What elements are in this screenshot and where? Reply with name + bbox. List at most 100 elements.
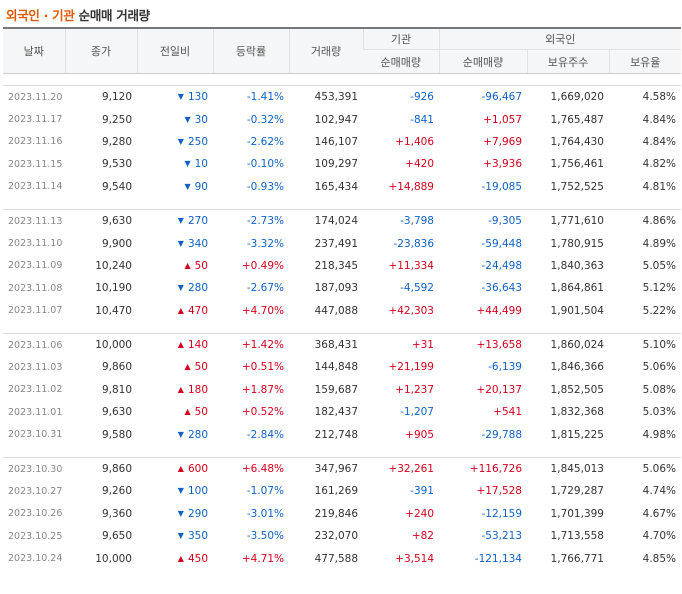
triangle-up-icon: ▲ bbox=[177, 464, 184, 474]
holding-cell: 1,780,915 bbox=[550, 237, 604, 250]
foreign-net-cell: +17,528 bbox=[476, 485, 522, 498]
volume-cell: 146,107 bbox=[314, 135, 358, 148]
triangle-down-icon: ▼ bbox=[177, 486, 184, 496]
date-cell: 2023.11.10 bbox=[8, 238, 63, 250]
close-cell: 9,860 bbox=[101, 361, 132, 374]
change-cell: ▼ 10 bbox=[137, 153, 213, 175]
close-cell: 9,580 bbox=[101, 428, 132, 441]
close-cell: 9,360 bbox=[101, 507, 132, 520]
table-row: 2023.11.07 10,470 ▲ 470 +4.70% 447,088 +42,303… bbox=[3, 300, 681, 322]
foreign-net-cell: +541 bbox=[493, 406, 522, 419]
holding-cell: 1,852,505 bbox=[550, 383, 604, 396]
date-cell: 2023.11.13 bbox=[8, 215, 63, 227]
holding-pct-cell: 4.85% bbox=[642, 552, 677, 565]
rate-cell: -2.67% bbox=[246, 282, 284, 295]
change-cell: ▼ 280 bbox=[137, 423, 213, 445]
investor-trading-table: 날짜 종가 전일비 등락률 거래량 기관 외국인 순매매량 순매매량 보유주수 … bbox=[3, 27, 682, 570]
holding-pct-cell: 4.82% bbox=[642, 158, 677, 171]
rate-cell: -3.01% bbox=[246, 507, 284, 520]
change-value: 290 bbox=[187, 507, 208, 520]
table-body: 2023.11.20 9,120 ▼ 130 -1.41% 453,391 -926 -96,… bbox=[3, 73, 682, 570]
foreign-net-cell: -59,448 bbox=[481, 237, 522, 250]
table-row: 2023.10.25 9,650 ▼ 350 -3.50% 232,070 +82 -53,2… bbox=[3, 525, 681, 547]
rate-cell: +0.51% bbox=[241, 361, 284, 374]
holding-pct-cell: 4.98% bbox=[642, 428, 677, 441]
volume-cell: 368,431 bbox=[314, 339, 358, 352]
inst-net-cell: +420 bbox=[405, 158, 434, 171]
table-row: 2023.11.16 9,280 ▼ 250 -2.62% 146,107 +1,406 +7… bbox=[3, 131, 681, 153]
volume-cell: 218,345 bbox=[314, 259, 358, 272]
foreign-net-cell: -12,159 bbox=[481, 507, 522, 520]
header-volume: 거래량 bbox=[288, 27, 363, 74]
change-cell: ▼ 30 bbox=[137, 108, 213, 130]
date-cell: 2023.10.26 bbox=[8, 508, 63, 520]
change-value: 450 bbox=[187, 552, 208, 565]
change-cell: ▼ 350 bbox=[137, 525, 213, 547]
inst-net-cell: -3,798 bbox=[400, 215, 434, 228]
change-cell: ▼ 270 bbox=[137, 209, 213, 232]
close-cell: 9,120 bbox=[101, 91, 132, 104]
table-row: 2023.11.10 9,900 ▼ 340 -3.32% 237,491 -23,836 -… bbox=[3, 232, 681, 254]
volume-cell: 182,437 bbox=[314, 406, 358, 419]
volume-cell: 165,434 bbox=[314, 180, 358, 193]
triangle-up-icon: ▲ bbox=[184, 407, 191, 417]
inst-net-cell: +82 bbox=[411, 530, 434, 543]
holding-pct-cell: 5.03% bbox=[642, 406, 677, 419]
table-row: 2023.11.03 9,860 ▲ 50 +0.51% 144,848 +21,199 -6… bbox=[3, 356, 681, 378]
triangle-up-icon: ▲ bbox=[184, 260, 191, 270]
holding-pct-cell: 4.70% bbox=[642, 530, 677, 543]
rate-cell: +0.52% bbox=[241, 406, 284, 419]
rate-cell: -2.84% bbox=[246, 428, 284, 441]
foreign-net-cell: -24,498 bbox=[481, 259, 522, 272]
date-cell: 2023.11.14 bbox=[8, 181, 63, 193]
triangle-down-icon: ▼ bbox=[177, 92, 184, 102]
holding-cell: 1,815,225 bbox=[550, 428, 604, 441]
holding-pct-cell: 5.22% bbox=[642, 304, 677, 317]
change-cell: ▼ 250 bbox=[137, 131, 213, 153]
change-value: 10 bbox=[194, 158, 208, 171]
triangle-down-icon: ▼ bbox=[177, 216, 184, 226]
change-value: 340 bbox=[187, 237, 208, 250]
volume-cell: 109,297 bbox=[314, 158, 358, 171]
holding-pct-cell: 4.81% bbox=[642, 180, 677, 193]
close-cell: 9,280 bbox=[101, 135, 132, 148]
date-cell: 2023.11.01 bbox=[8, 406, 63, 418]
change-value: 470 bbox=[187, 304, 208, 317]
date-cell: 2023.11.16 bbox=[8, 136, 63, 148]
holding-pct-cell: 4.74% bbox=[642, 485, 677, 498]
inst-net-cell: +14,889 bbox=[388, 180, 434, 193]
inst-net-cell: -23,836 bbox=[393, 237, 434, 250]
rate-cell: +4.70% bbox=[241, 304, 284, 317]
inst-net-cell: +42,303 bbox=[388, 304, 434, 317]
close-cell: 10,240 bbox=[95, 259, 132, 272]
rate-cell: -0.10% bbox=[246, 158, 284, 171]
volume-cell: 219,846 bbox=[314, 507, 358, 520]
inst-net-cell: +31 bbox=[411, 339, 434, 352]
header-change: 전일비 bbox=[136, 27, 213, 74]
foreign-net-cell: -29,788 bbox=[481, 428, 522, 441]
change-value: 50 bbox=[194, 406, 208, 419]
foreign-net-cell: +1,057 bbox=[483, 113, 522, 126]
holding-pct-cell: 4.86% bbox=[642, 215, 677, 228]
change-value: 350 bbox=[187, 530, 208, 543]
holding-cell: 1,846,366 bbox=[550, 361, 604, 374]
rate-cell: -0.93% bbox=[246, 180, 284, 193]
table-row: 2023.11.17 9,250 ▼ 30 -0.32% 102,947 -841 +1,05… bbox=[3, 108, 681, 130]
close-cell: 9,630 bbox=[101, 406, 132, 419]
close-cell: 9,260 bbox=[101, 485, 132, 498]
inst-net-cell: +1,237 bbox=[395, 383, 434, 396]
triangle-down-icon: ▼ bbox=[177, 508, 184, 518]
change-value: 30 bbox=[194, 113, 208, 126]
change-cell: ▲ 140 bbox=[137, 333, 213, 356]
holding-pct-cell: 4.67% bbox=[642, 507, 677, 520]
change-cell: ▼ 340 bbox=[137, 232, 213, 254]
header-holding-pct: 보유율 bbox=[608, 49, 682, 74]
inst-net-cell: +32,261 bbox=[388, 463, 434, 476]
volume-cell: 159,687 bbox=[314, 383, 358, 396]
holding-cell: 1,864,861 bbox=[550, 282, 604, 295]
triangle-down-icon: ▼ bbox=[184, 159, 191, 169]
date-cell: 2023.11.03 bbox=[8, 361, 63, 373]
triangle-up-icon: ▲ bbox=[177, 340, 184, 350]
inst-net-cell: +3,514 bbox=[395, 552, 434, 565]
close-cell: 9,810 bbox=[101, 383, 132, 396]
